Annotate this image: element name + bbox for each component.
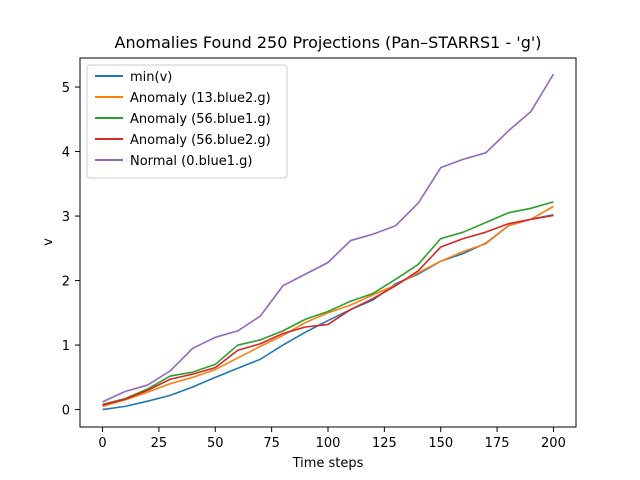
y-axis-label: v (41, 238, 56, 246)
legend-label: Normal (0.blue1.g) (130, 154, 252, 169)
x-tick-label: 100 (316, 436, 341, 451)
y-axis: 0 1 2 3 4 5 (62, 81, 80, 419)
x-tick-label: 200 (541, 436, 566, 451)
series-line-2 (102, 205, 554, 408)
legend-label: Anomaly (56.blue1.g) (130, 112, 271, 127)
y-tick-label: 5 (62, 81, 70, 96)
legend-label: min(v) (130, 70, 172, 85)
series-line-4 (102, 214, 554, 406)
series-line-3 (102, 201, 554, 406)
legend-label: Anomaly (13.blue2.g) (130, 91, 271, 106)
x-axis: 0 25 50 75 100 125 150 175 200 (98, 427, 566, 451)
y-tick-label: 0 (62, 404, 70, 419)
x-tick-label: 50 (207, 436, 224, 451)
x-tick-label: 175 (485, 436, 510, 451)
x-axis-label: Time steps (292, 456, 364, 471)
y-tick-label: 1 (62, 339, 70, 354)
y-tick-label: 4 (62, 146, 70, 161)
x-tick-label: 75 (263, 436, 280, 451)
legend-label: Anomaly (56.blue2.g) (130, 133, 271, 148)
y-tick-label: 3 (62, 210, 70, 225)
legend: min(v) Anomaly (13.blue2.g) Anomaly (56.bl… (86, 64, 288, 179)
series-group (102, 73, 555, 411)
x-tick-label: 125 (372, 436, 397, 451)
x-tick-label: 0 (98, 436, 106, 451)
y-tick-label: 2 (62, 275, 70, 290)
x-tick-label: 25 (151, 436, 168, 451)
legend-box (86, 64, 288, 179)
series-line-5 (102, 73, 555, 403)
chart-title: Anomalies Found 250 Projections (Pan–STA… (115, 33, 542, 52)
plot-area (102, 73, 555, 411)
x-tick-label: 150 (428, 436, 453, 451)
